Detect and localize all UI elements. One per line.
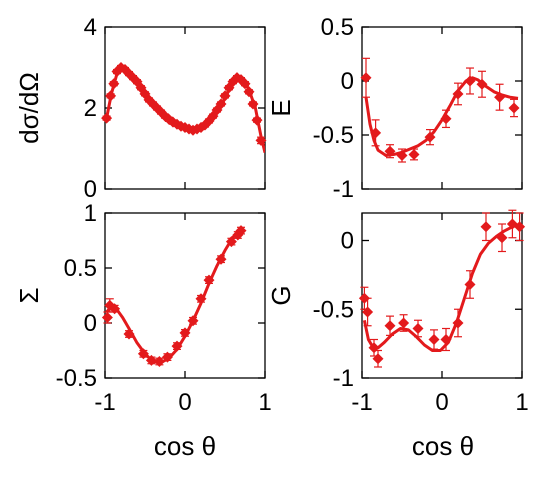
data-point <box>179 327 191 339</box>
data-point <box>412 323 424 334</box>
data-point <box>398 317 410 329</box>
data-point <box>161 351 173 363</box>
plot-frame <box>104 26 266 190</box>
data-point <box>508 102 520 114</box>
data-point <box>247 98 259 110</box>
y-tick-label: -0.5 <box>313 122 354 149</box>
data-point <box>424 131 436 143</box>
y-tick-label: 4 <box>84 14 97 41</box>
y-tick-label: 0 <box>84 176 97 203</box>
chart-G: -1 -0.5 0 -1 0 1 G <box>266 209 529 416</box>
data-point <box>187 315 199 327</box>
data-point <box>494 91 506 103</box>
data-point <box>153 356 165 367</box>
fit-curve <box>364 76 519 157</box>
x-tick-label: 1 <box>258 389 271 416</box>
data-point <box>108 78 120 90</box>
data-point <box>235 225 247 237</box>
data-point <box>215 253 227 265</box>
x-tick-label: -1 <box>94 389 115 416</box>
data-point <box>219 90 231 102</box>
data-point <box>370 127 382 139</box>
data-point <box>101 112 113 124</box>
data-point <box>464 279 476 290</box>
x-axis-label-left: cos θ <box>154 431 216 461</box>
y-tick-label: -0.5 <box>313 296 354 323</box>
data-point <box>408 148 420 160</box>
data-point <box>203 274 215 286</box>
data-point <box>105 90 117 102</box>
y-axis-label: G <box>266 285 296 305</box>
data-point <box>480 221 492 233</box>
data-point <box>440 334 452 345</box>
data-point <box>255 134 267 146</box>
data-point <box>384 145 396 157</box>
data-point <box>496 232 508 244</box>
data-point <box>396 150 408 162</box>
data-point <box>372 353 384 365</box>
data-point <box>360 72 372 84</box>
y-tick-label: 0 <box>341 228 354 255</box>
y-axis-label: Σ <box>14 287 44 303</box>
x-axis-label-right: cos θ <box>412 431 474 461</box>
data-point <box>243 86 255 98</box>
x-tick-label: 0 <box>435 389 448 416</box>
data-point <box>137 348 149 360</box>
chart-E: -1 -0.5 0 0.5 E <box>266 14 523 203</box>
x-tick-label: 0 <box>178 389 191 416</box>
x-tick-label: -1 <box>351 389 372 416</box>
data-point <box>215 98 227 110</box>
data-point <box>476 78 488 90</box>
plot-frame <box>361 26 523 190</box>
data-point <box>514 221 526 233</box>
data-point <box>464 75 476 87</box>
data-point <box>145 354 157 366</box>
data-point <box>362 306 374 318</box>
data-point <box>384 320 396 332</box>
data-point <box>452 88 464 100</box>
chart-Sigma: -0.5 0 0.5 1 -1 0 1 Σ <box>14 200 272 416</box>
y-tick-label: -0.5 <box>56 365 97 392</box>
data-point <box>428 334 440 345</box>
data-point <box>452 317 464 329</box>
y-tick-label: 0.5 <box>64 255 97 282</box>
data-point <box>251 114 263 126</box>
fit-curve <box>362 222 521 352</box>
data-point <box>123 328 135 340</box>
y-tick-label: -1 <box>333 176 354 203</box>
y-tick-label: -1 <box>333 365 354 392</box>
y-axis-label: dσ/dΩ <box>14 72 44 144</box>
data-point <box>440 113 452 125</box>
y-tick-label: 0 <box>341 68 354 95</box>
chart-dsigma: 0 2 4 dσ/dΩ <box>14 14 267 203</box>
y-tick-label: 2 <box>84 95 97 122</box>
data-point <box>239 78 251 90</box>
y-axis-label: E <box>266 99 296 116</box>
data-point <box>171 340 183 352</box>
x-tick-label: 1 <box>515 389 528 416</box>
y-tick-label: 0 <box>84 310 97 337</box>
y-tick-label: 0.5 <box>321 14 354 41</box>
y-tick-label: 1 <box>84 200 97 227</box>
data-point <box>195 293 207 305</box>
data-point <box>101 312 113 323</box>
data-point <box>109 303 121 315</box>
